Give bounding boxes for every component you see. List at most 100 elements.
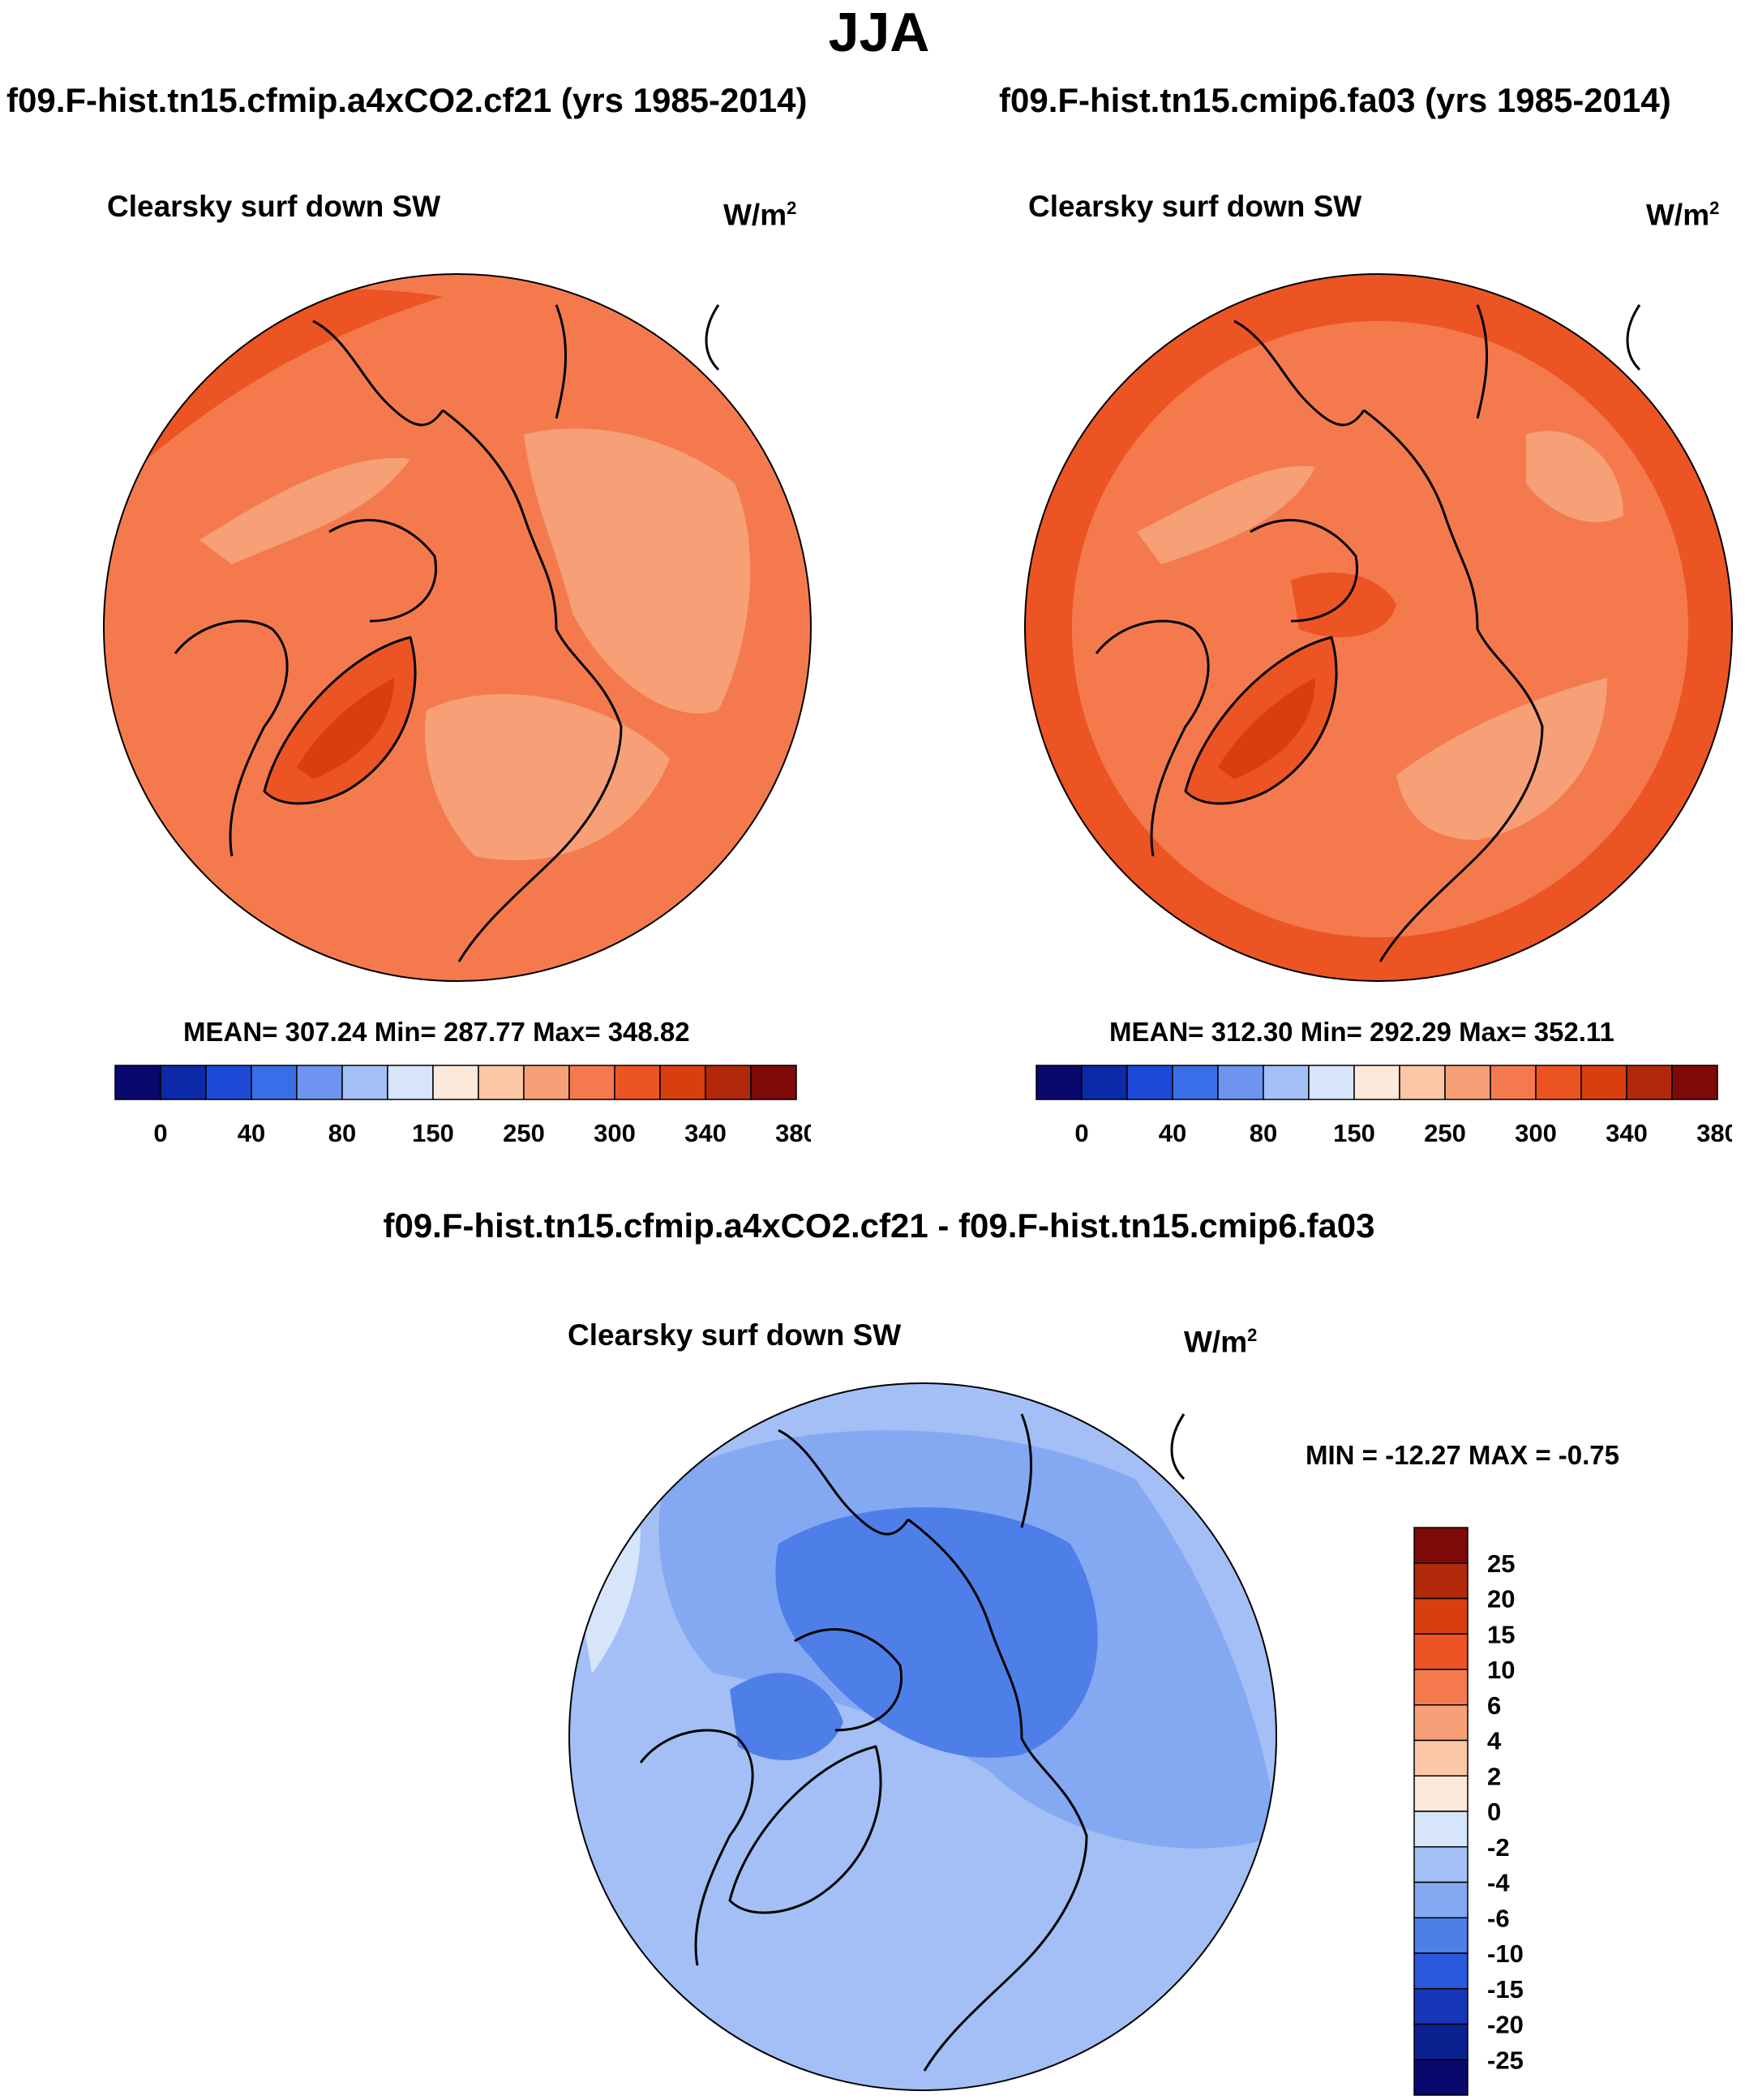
map-panel2 [1024, 273, 1733, 982]
colorbar3-box [1413, 1562, 1469, 1600]
colorbar3-tick-label: -10 [1487, 1939, 1524, 1968]
colorbar3-tick-label: 20 [1487, 1585, 1515, 1614]
colorbar1-box [341, 1065, 388, 1100]
map2-central-high [1291, 572, 1396, 637]
colorbar1-box [750, 1065, 797, 1100]
map1-fill [104, 274, 811, 981]
colorbar2-box [1444, 1065, 1491, 1100]
colorbar2-box [1172, 1065, 1219, 1100]
panel3-units: W/m2 [1184, 1325, 1257, 1359]
colorbar3-box [1413, 1669, 1469, 1706]
colorbar3-box [1413, 2059, 1469, 2096]
map2-low-region-b [1396, 678, 1607, 840]
map2-border [1024, 273, 1733, 982]
page-title: JJA [828, 2, 930, 63]
colorbar3-tick-label: 10 [1487, 1656, 1515, 1684]
colorbar3-tick-label: -6 [1487, 1904, 1510, 1932]
colorbar2-tick-label: 300 [1515, 1119, 1557, 1147]
colorbar2-box [1535, 1065, 1582, 1100]
colorbar2-box [1353, 1065, 1400, 1100]
colorbar3-tick-label: -4 [1487, 1869, 1510, 1897]
colorbar2-box [1626, 1065, 1673, 1100]
colorbar1-box [387, 1065, 434, 1100]
map3-coast-b [794, 1628, 903, 1732]
map3-coast-f [1170, 1413, 1186, 1481]
colorbar2-box [1399, 1065, 1446, 1100]
panel2-units-base: W/m [1646, 198, 1710, 232]
map2-coastlines [1095, 304, 1641, 962]
map2-coast-c [1363, 409, 1544, 962]
map3-coast-e [1020, 1413, 1032, 1528]
colorbar3-box [1413, 1917, 1469, 1954]
map3-coast-d [778, 1429, 910, 1536]
colorbar1-tick-label: 380 [775, 1119, 811, 1147]
colorbar1-box [251, 1065, 298, 1100]
colorbar1-tick-label: 0 [153, 1119, 167, 1147]
panel1-units: W/m2 [723, 198, 796, 232]
colorbar3-box [1413, 1952, 1469, 1990]
colorbar3-box [1413, 1775, 1469, 1812]
colorbar2-tick-label: 80 [1250, 1119, 1277, 1147]
diff-title: f09.F-hist.tn15.cfmip.a4xCO2.cf21 - f09.… [383, 1206, 1375, 1245]
colorbar3-box [1413, 1704, 1469, 1742]
colorbar3-tick-label: 25 [1487, 1549, 1515, 1578]
colorbar1-box [432, 1065, 479, 1100]
map3-coast-a [639, 1729, 754, 1966]
colorbar2-tick-label: 0 [1074, 1119, 1088, 1147]
colorbar1-ticks: 0 40 80 150 250 300 340 380 [153, 1119, 811, 1147]
colorbar1-tick-label: 340 [684, 1119, 727, 1147]
panel2-units: W/m2 [1646, 198, 1719, 232]
colorbar2-box [1263, 1065, 1310, 1100]
map1-coast-d [312, 319, 444, 426]
colorbar3-tick-label: -15 [1487, 1975, 1524, 2004]
map3-border [568, 1382, 1277, 2091]
colorbar1-box [568, 1065, 615, 1100]
panel3-stats: MIN = -12.27 MAX = -0.75 [1306, 1440, 1619, 1470]
colorbar2-box [1490, 1065, 1537, 1100]
colorbar-panel2: 0 40 80 150 250 300 340 380 [1036, 1065, 1732, 1147]
colorbar1-tick-label: 250 [503, 1119, 545, 1147]
map1-greenland-peak [297, 678, 394, 779]
colorbar2-boxes [1036, 1065, 1718, 1100]
colorbar2-box [1126, 1065, 1173, 1100]
colorbar3-boxes [1413, 1527, 1469, 2096]
panel3-variable: Clearsky surf down SW [568, 1318, 902, 1352]
colorbar3-tick-label: -2 [1487, 1833, 1510, 1862]
panel1-variable: Clearsky surf down SW [107, 190, 441, 223]
map2-low-region-a [1137, 465, 1315, 564]
colorbar1-box [478, 1065, 525, 1100]
map1-coast-b [328, 519, 437, 623]
colorbar2-tick-label: 340 [1606, 1119, 1648, 1147]
panel2-title: f09.F-hist.tn15.cmip6.fa03 (yrs 1985-201… [999, 81, 1671, 119]
panel2-units-sup: 2 [1709, 198, 1720, 218]
colorbar2-tick-label: 150 [1333, 1119, 1375, 1147]
colorbar3-box [1413, 1527, 1469, 1564]
colorbar3-box [1413, 1811, 1469, 1848]
colorbar3-box [1413, 1988, 1469, 2025]
map2-coast-d [1233, 319, 1366, 426]
colorbar1-boxes [114, 1065, 797, 1100]
colorbar3-box [1413, 1881, 1469, 1918]
colorbar3-tick-label: 6 [1487, 1691, 1501, 1720]
map2-coast-e [1476, 304, 1488, 419]
map2-coast-b [1250, 519, 1358, 623]
panel3-units-base: W/m [1184, 1325, 1248, 1359]
colorbar2-box [1217, 1065, 1264, 1100]
map1-coastlines [174, 304, 720, 962]
map3-coastlines [639, 1413, 1186, 2072]
colorbar2-box [1580, 1065, 1627, 1100]
map1-low-region-b [524, 428, 751, 714]
colorbar3-box [1413, 1633, 1469, 1670]
colorbar1-box [614, 1065, 661, 1100]
map3-strong-region-b [730, 1673, 843, 1760]
map1-border [103, 273, 812, 982]
colorbar3-box [1413, 2023, 1469, 2060]
colorbar3-tick-label: 2 [1487, 1762, 1501, 1790]
map1-coast-e [555, 304, 567, 419]
colorbar1-tick-label: 40 [238, 1119, 265, 1147]
map2-coast-a [1095, 619, 1210, 857]
map3-fill [569, 1383, 1276, 2090]
colorbar2-tick-label: 380 [1696, 1119, 1732, 1147]
